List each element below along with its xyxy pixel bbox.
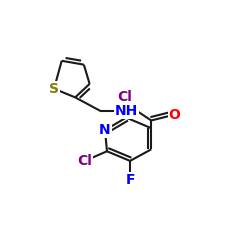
Text: N: N: [99, 123, 111, 137]
Text: O: O: [168, 108, 180, 122]
Text: S: S: [49, 82, 59, 96]
Text: Cl: Cl: [117, 90, 132, 104]
Text: NH: NH: [114, 104, 138, 118]
Text: F: F: [125, 173, 135, 187]
Text: Cl: Cl: [78, 154, 92, 168]
